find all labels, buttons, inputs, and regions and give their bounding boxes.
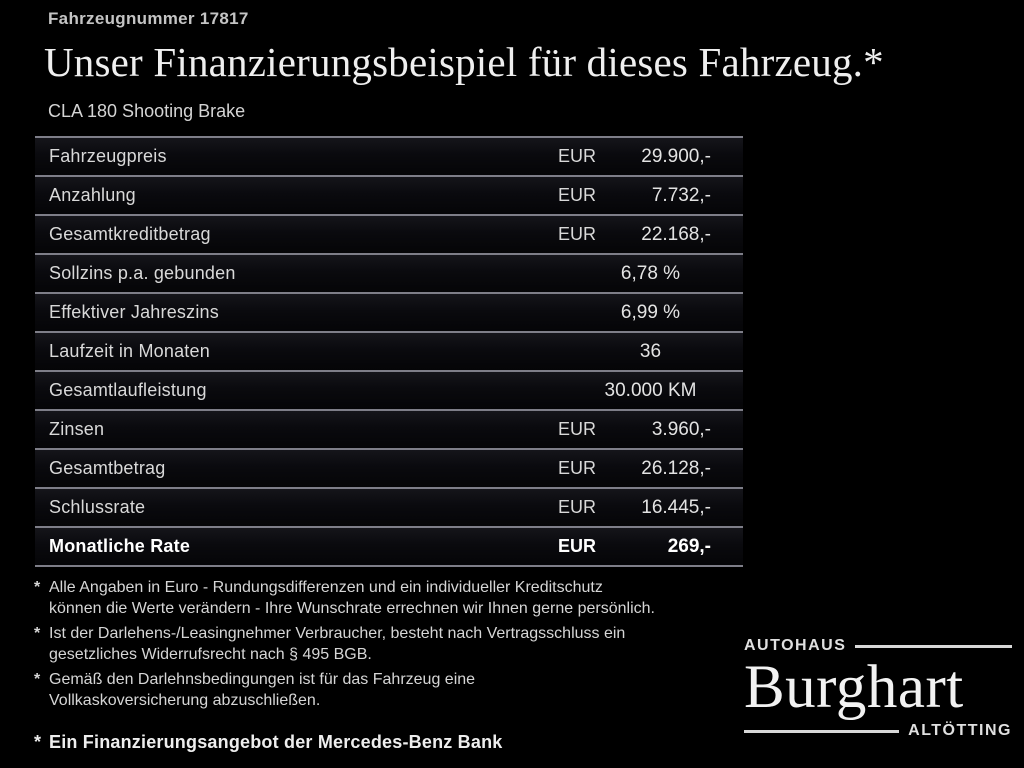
- footnote-text: Alle Angaben in Euro - Rundungsdifferenz…: [49, 577, 655, 619]
- row-label: Monatliche Rate: [49, 536, 191, 556]
- row-label: Gesamtlaufleistung: [49, 380, 207, 400]
- footnote-marker: *: [34, 625, 41, 642]
- table-row-schlussrate: Schlussrate EUR 16.445,-: [35, 487, 743, 526]
- footnote-text: Gemäß den Darlehnsbedingungen ist für da…: [49, 669, 475, 711]
- row-label: Gesamtbetrag: [49, 458, 166, 478]
- vehicle-number: Fahrzeugnummer 17817: [48, 9, 249, 28]
- dealer-logo: AUTOHAUS Burghart ALTÖTTING: [744, 637, 1012, 740]
- row-currency: EUR: [558, 224, 597, 244]
- table-row-sollzins: Sollzins p.a. gebunden 6,78 %: [35, 253, 743, 292]
- table-row-gesamtlaufleistung: Gesamtlaufleistung 30.000 KM: [35, 370, 743, 409]
- table-row-gesamtbetrag: Gesamtbetrag EUR 26.128,-: [35, 448, 743, 487]
- financing-note: * Ein Finanzierungsangebot der Mercedes-…: [34, 732, 503, 753]
- row-value: 30.000 KM: [604, 379, 697, 401]
- row-value: 6,78 %: [620, 262, 681, 284]
- row-value: 3.960,-: [651, 418, 711, 440]
- footnotes: * Alle Angaben in Euro - Rundungsdiffere…: [34, 577, 748, 715]
- footnote-line: Ist der Darlehens-/Leasingnehmer Verbrau…: [49, 625, 626, 642]
- logo-rule-top: [855, 644, 1012, 648]
- row-label: Anzahlung: [49, 185, 136, 205]
- row-value: 36: [639, 340, 662, 362]
- footnote: * Ist der Darlehens-/Leasingnehmer Verbr…: [34, 623, 748, 665]
- financing-table: Fahrzeugpreis EUR 29.900,- Anzahlung EUR 7…: [35, 136, 743, 567]
- page-title: Unser Finanzierungsbeispiel für dieses F…: [44, 39, 884, 85]
- row-value: 16.445,-: [641, 496, 711, 518]
- row-label: Sollzins p.a. gebunden: [49, 263, 236, 283]
- dealer-logo-city-label: ALTÖTTING: [908, 722, 1012, 739]
- table-row-anzahlung: Anzahlung EUR 7.732,-: [35, 175, 743, 214]
- table-row-monatliche-rate: Monatliche Rate EUR 269,-: [35, 526, 743, 565]
- footnote-text: Ist der Darlehens-/Leasingnehmer Verbrau…: [49, 623, 625, 665]
- row-currency: EUR: [558, 458, 597, 478]
- financing-note-text: Ein Finanzierungsangebot der Mercedes-Be…: [49, 732, 503, 752]
- footnote-marker: *: [34, 579, 41, 596]
- footnote: * Gemäß den Darlehnsbedingungen ist für …: [34, 669, 748, 711]
- row-value: 269,-: [667, 535, 711, 557]
- dealer-logo-top-row: AUTOHAUS: [744, 637, 1012, 655]
- row-label: Schlussrate: [49, 497, 146, 517]
- row-currency: EUR: [558, 536, 597, 556]
- footnote: * Alle Angaben in Euro - Rundungsdiffere…: [34, 577, 748, 619]
- table-row-zinsen: Zinsen EUR 3.960,-: [35, 409, 743, 448]
- row-label: Gesamtkreditbetrag: [49, 224, 211, 244]
- row-label: Zinsen: [49, 419, 105, 439]
- footnote-line: gesetzliches Widerrufsrecht nach § 495 B…: [49, 646, 372, 663]
- table-row-fahrzeugpreis: Fahrzeugpreis EUR 29.900,-: [35, 136, 743, 175]
- row-currency: EUR: [558, 146, 597, 166]
- row-value: 6,99 %: [620, 301, 681, 323]
- footnote-line: Alle Angaben in Euro - Rundungsdifferenz…: [49, 579, 603, 596]
- footnote-marker: *: [34, 671, 41, 688]
- row-label: Fahrzeugpreis: [49, 146, 167, 166]
- dealer-logo-bottom-row: ALTÖTTING: [744, 722, 1012, 740]
- dealer-logo-autohaus-label: AUTOHAUS: [744, 637, 847, 654]
- dealer-logo-name: Burghart: [744, 654, 964, 721]
- table-row-effektiver-jahreszins: Effektiver Jahreszins 6,99 %: [35, 292, 743, 331]
- footnote-line: Vollkaskoversicherung abzuschließen.: [49, 692, 321, 709]
- row-label: Laufzeit in Monaten: [49, 341, 210, 361]
- row-label: Effektiver Jahreszins: [49, 302, 219, 322]
- vehicle-model: CLA 180 Shooting Brake: [48, 101, 246, 121]
- footnote-line: können die Werte verändern - Ihre Wunsch…: [49, 600, 655, 617]
- row-value: 26.128,-: [641, 457, 711, 479]
- row-value: 7.732,-: [651, 184, 711, 206]
- footnote-line: Gemäß den Darlehnsbedingungen ist für da…: [49, 671, 476, 688]
- row-currency: EUR: [558, 419, 597, 439]
- row-currency: EUR: [558, 497, 597, 517]
- row-value: 29.900,-: [641, 145, 711, 167]
- table-row-laufzeit: Laufzeit in Monaten 36: [35, 331, 743, 370]
- logo-rule-bottom: [744, 729, 900, 733]
- footnote-marker: *: [34, 732, 42, 752]
- row-currency: EUR: [558, 185, 597, 205]
- row-value: 22.168,-: [641, 223, 711, 245]
- table-row-gesamtkreditbetrag: Gesamtkreditbetrag EUR 22.168,-: [35, 214, 743, 253]
